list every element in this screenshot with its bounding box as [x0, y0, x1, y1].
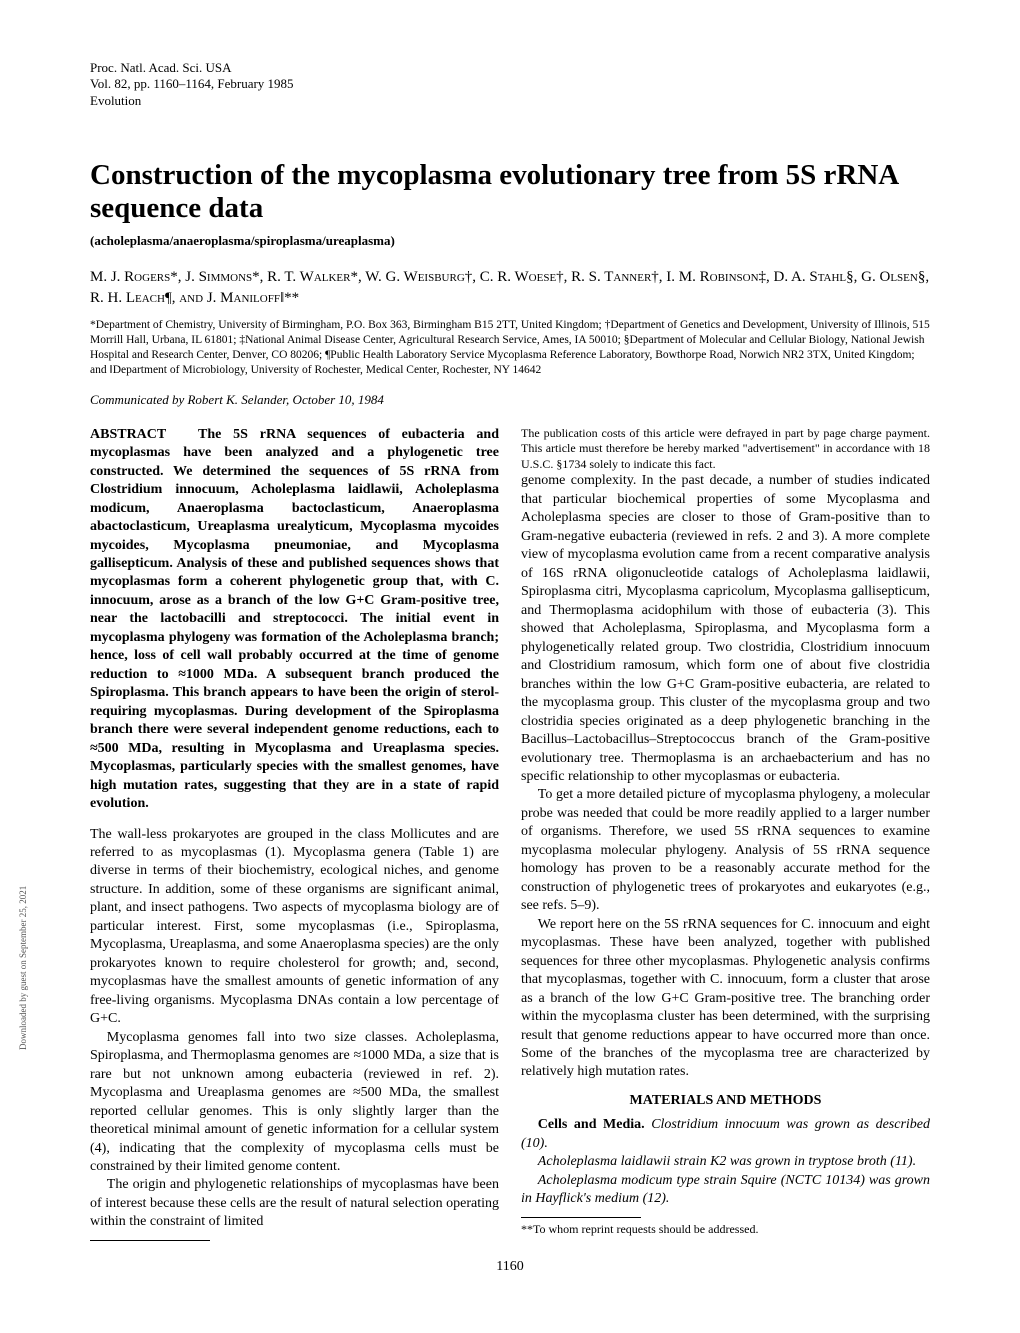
methods-p2: Acholeplasma laidlawii strain K2 was gro…: [521, 1153, 930, 1171]
page-container: Proc. Natl. Acad. Sci. USA Vol. 82, pp. …: [0, 0, 1020, 1315]
body-p1: The wall-less prokaryotes are grouped in…: [90, 826, 499, 1029]
download-watermark: Downloaded by guest on September 25, 202…: [18, 886, 28, 1050]
footnote-rule-left: [90, 1240, 210, 1241]
methods-p3: Acholeplasma modicum type strain Squire …: [521, 1172, 930, 1209]
methods-p1: Cells and Media. Clostridium innocuum wa…: [521, 1116, 930, 1153]
footnote-left: The publication costs of this article we…: [521, 426, 930, 473]
journal-name: Proc. Natl. Acad. Sci. USA: [90, 60, 930, 76]
methods-p2-text: Acholeplasma laidlawii strain K2 was gro…: [538, 1154, 916, 1169]
body-p4: genome complexity. In the past decade, a…: [521, 472, 930, 786]
abstract-paragraph: ABSTRACT The 5S rRNA sequences of eubact…: [90, 426, 499, 814]
methods-p1-label: Cells and Media.: [538, 1117, 645, 1132]
journal-volume: Vol. 82, pp. 1160–1164, February 1985: [90, 76, 930, 92]
page-number: 1160: [90, 1259, 930, 1275]
body-p5: To get a more detailed picture of mycopl…: [521, 786, 930, 915]
abstract-label: ABSTRACT: [90, 427, 166, 442]
footnote-right: **To whom reprint requests should be add…: [521, 1222, 930, 1238]
body-p6: We report here on the 5S rRNA sequences …: [521, 916, 930, 1082]
journal-header: Proc. Natl. Acad. Sci. USA Vol. 82, pp. …: [90, 60, 930, 109]
communicated-line: Communicated by Robert K. Selander, Octo…: [90, 392, 930, 408]
abstract-text: The 5S rRNA sequences of eubacteria and …: [90, 427, 499, 811]
affiliations: *Department of Chemistry, University of …: [90, 318, 930, 378]
journal-section: Evolution: [90, 93, 930, 109]
footnote-rule-right: [521, 1217, 641, 1218]
methods-p3-text: Acholeplasma modicum type strain Squire …: [521, 1173, 930, 1206]
author-list: M. J. Rogers*, J. Simmons*, R. T. Walker…: [90, 267, 930, 308]
methods-heading: MATERIALS AND METHODS: [521, 1092, 930, 1110]
body-p2: Mycoplasma genomes fall into two size cl…: [90, 1029, 499, 1177]
body-p3: The origin and phylogenetic relationship…: [90, 1176, 499, 1231]
article-title: Construction of the mycoplasma evolution…: [90, 159, 930, 226]
body-columns: ABSTRACT The 5S rRNA sequences of eubact…: [90, 426, 930, 1241]
article-keywords: (acholeplasma/anaeroplasma/spiroplasma/u…: [90, 233, 930, 249]
